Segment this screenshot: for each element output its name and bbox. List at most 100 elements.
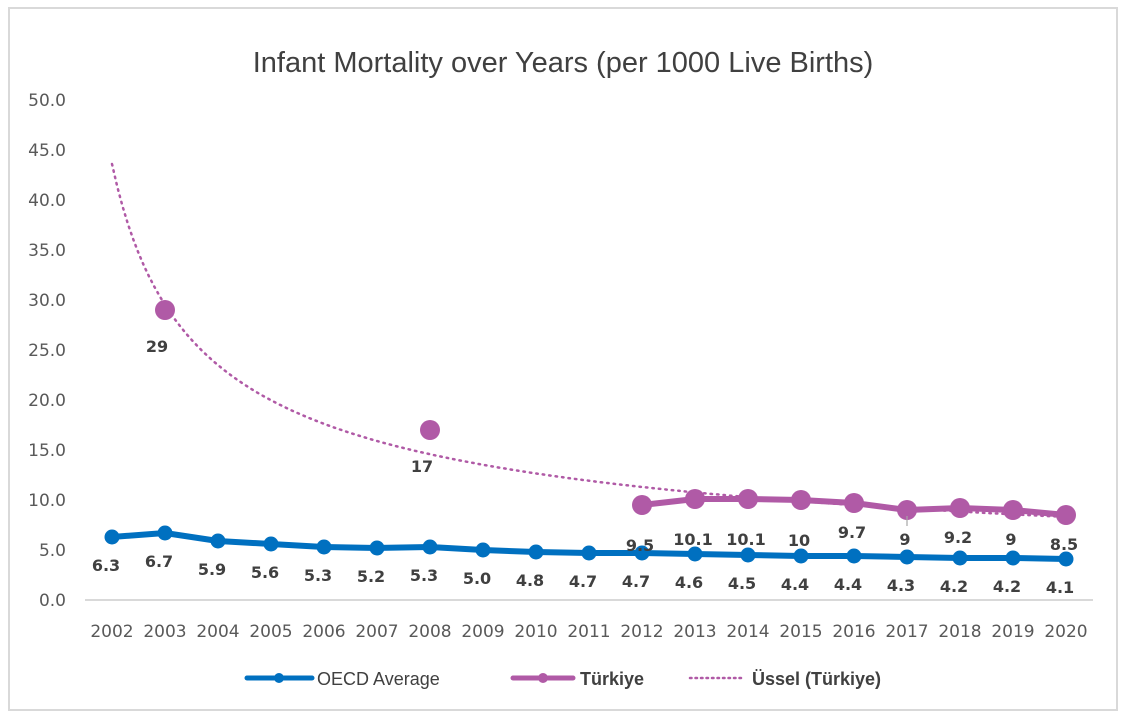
- x-tick-label: 2005: [249, 622, 292, 642]
- x-tick-label: 2019: [991, 622, 1034, 642]
- y-tick-label: 25.0: [28, 341, 66, 361]
- data-label-turkiye: 9: [899, 530, 910, 549]
- data-label-turkiye: 29: [146, 337, 168, 356]
- point-oecd[interactable]: [263, 536, 279, 552]
- data-label-oecd: 5.0: [463, 569, 491, 588]
- legend-marker-turkiye: [538, 673, 548, 683]
- x-tick-label: 2016: [832, 622, 875, 642]
- point-oecd[interactable]: [899, 549, 915, 565]
- x-tick-label: 2018: [938, 622, 981, 642]
- point-oecd[interactable]: [475, 542, 491, 558]
- x-tick-label: 2002: [90, 622, 133, 642]
- x-tick-label: 2008: [408, 622, 451, 642]
- point-oecd[interactable]: [952, 550, 968, 566]
- x-tick-label: 2014: [726, 622, 769, 642]
- data-label-oecd: 5.9: [198, 560, 226, 579]
- x-tick-label: 2010: [514, 622, 557, 642]
- point-turkiye[interactable]: [950, 498, 970, 518]
- point-turkiye[interactable]: [420, 420, 440, 440]
- y-tick-label: 50.0: [28, 91, 66, 111]
- data-label-turkiye: 9: [1005, 530, 1016, 549]
- point-oecd[interactable]: [687, 546, 703, 562]
- data-label-turkiye: 9.7: [838, 523, 866, 542]
- point-oecd[interactable]: [1058, 551, 1074, 567]
- point-oecd[interactable]: [104, 529, 120, 545]
- data-label-oecd: 4.5: [728, 574, 756, 593]
- x-tick-label: 2011: [567, 622, 610, 642]
- data-label-oecd: 4.8: [516, 571, 544, 590]
- legend-marker-oecd: [274, 673, 284, 683]
- y-tick-label: 15.0: [28, 441, 66, 461]
- point-oecd[interactable]: [634, 545, 650, 561]
- point-oecd[interactable]: [210, 533, 226, 549]
- legend-item-turkiye[interactable]: Türkiye: [510, 669, 644, 689]
- point-oecd[interactable]: [581, 545, 597, 561]
- data-label-oecd: 5.6: [251, 563, 279, 582]
- point-oecd[interactable]: [316, 539, 332, 555]
- trendline-series: [110, 162, 1068, 519]
- data-label-turkiye: 9.2: [944, 528, 972, 547]
- x-tick-label: 2006: [302, 622, 345, 642]
- data-label-turkiye: 10: [788, 531, 810, 550]
- x-tick-label: 2009: [461, 622, 504, 642]
- x-tick-label: 2017: [885, 622, 928, 642]
- data-label-oecd: 4.3: [887, 576, 915, 595]
- y-tick-label: 40.0: [28, 191, 66, 211]
- data-label-oecd: 4.2: [993, 577, 1021, 596]
- point-oecd[interactable]: [369, 540, 385, 556]
- point-turkiye[interactable]: [1056, 505, 1076, 525]
- y-tick-label: 35.0: [28, 241, 66, 261]
- x-tick-label: 2013: [673, 622, 716, 642]
- y-tick-label: 45.0: [28, 141, 66, 161]
- legend-label-oecd: OECD Average: [317, 669, 440, 689]
- y-axis: 0.0 5.0 10.0 15.0 20.0 25.0 30.0 35.0 40.0 45.0 50…: [28, 91, 66, 611]
- x-tick-label: 2020: [1044, 622, 1087, 642]
- data-label-oecd: 4.4: [834, 575, 862, 594]
- point-turkiye[interactable]: [844, 493, 864, 513]
- point-oecd[interactable]: [846, 548, 862, 564]
- data-label-oecd: 4.4: [781, 575, 809, 594]
- x-tick-label: 2007: [355, 622, 398, 642]
- point-turkiye[interactable]: [155, 300, 175, 320]
- legend-label-trend: Üssel (Türkiye): [752, 669, 881, 689]
- legend-item-oecd[interactable]: OECD Average: [244, 669, 440, 689]
- point-turkiye[interactable]: [791, 490, 811, 510]
- data-label-turkiye: 8.5: [1050, 535, 1078, 554]
- data-label-oecd: 4.7: [569, 572, 597, 591]
- data-label-turkiye: 9.5: [626, 536, 654, 555]
- point-oecd[interactable]: [793, 548, 809, 564]
- legend-item-trend[interactable]: Üssel (Türkiye): [688, 669, 881, 689]
- data-label-oecd: 4.7: [622, 572, 650, 591]
- point-turkiye[interactable]: [897, 500, 917, 520]
- data-label-oecd: 4.6: [675, 573, 703, 592]
- x-tick-label: 2003: [143, 622, 186, 642]
- series-group: [104, 300, 1076, 567]
- data-label-oecd: 5.3: [304, 566, 332, 585]
- trendline-path: [110, 162, 1068, 519]
- data-label-oecd: 4.2: [940, 577, 968, 596]
- point-turkiye[interactable]: [1003, 500, 1023, 520]
- chart-title: Infant Mortality over Years (per 1000 Li…: [253, 47, 874, 79]
- data-label-turkiye: 17: [411, 457, 433, 476]
- point-oecd[interactable]: [1005, 550, 1021, 566]
- point-turkiye[interactable]: [632, 495, 652, 515]
- x-tick-label: 2012: [620, 622, 663, 642]
- data-label-oecd: 5.2: [357, 567, 385, 586]
- x-axis: 2002 2003 2004 2005 2006 2007 2008 2009 2010 2011…: [90, 622, 1087, 642]
- point-oecd[interactable]: [422, 539, 438, 555]
- y-tick-label: 0.0: [39, 591, 66, 611]
- legend: OECD Average Türkiye Üssel (Türkiye): [244, 669, 881, 689]
- y-tick-label: 20.0: [28, 391, 66, 411]
- point-turkiye[interactable]: [738, 489, 758, 509]
- x-tick-label: 2015: [779, 622, 822, 642]
- y-tick-label: 5.0: [39, 541, 66, 561]
- point-oecd[interactable]: [740, 547, 756, 563]
- data-label-oecd: 6.7: [145, 552, 173, 571]
- data-label-oecd: 5.3: [410, 566, 438, 585]
- data-label-turkiye: 10.1: [726, 530, 765, 549]
- point-oecd[interactable]: [157, 525, 173, 541]
- data-label-oecd: 6.3: [92, 556, 120, 575]
- point-turkiye[interactable]: [685, 489, 705, 509]
- point-oecd[interactable]: [528, 544, 544, 560]
